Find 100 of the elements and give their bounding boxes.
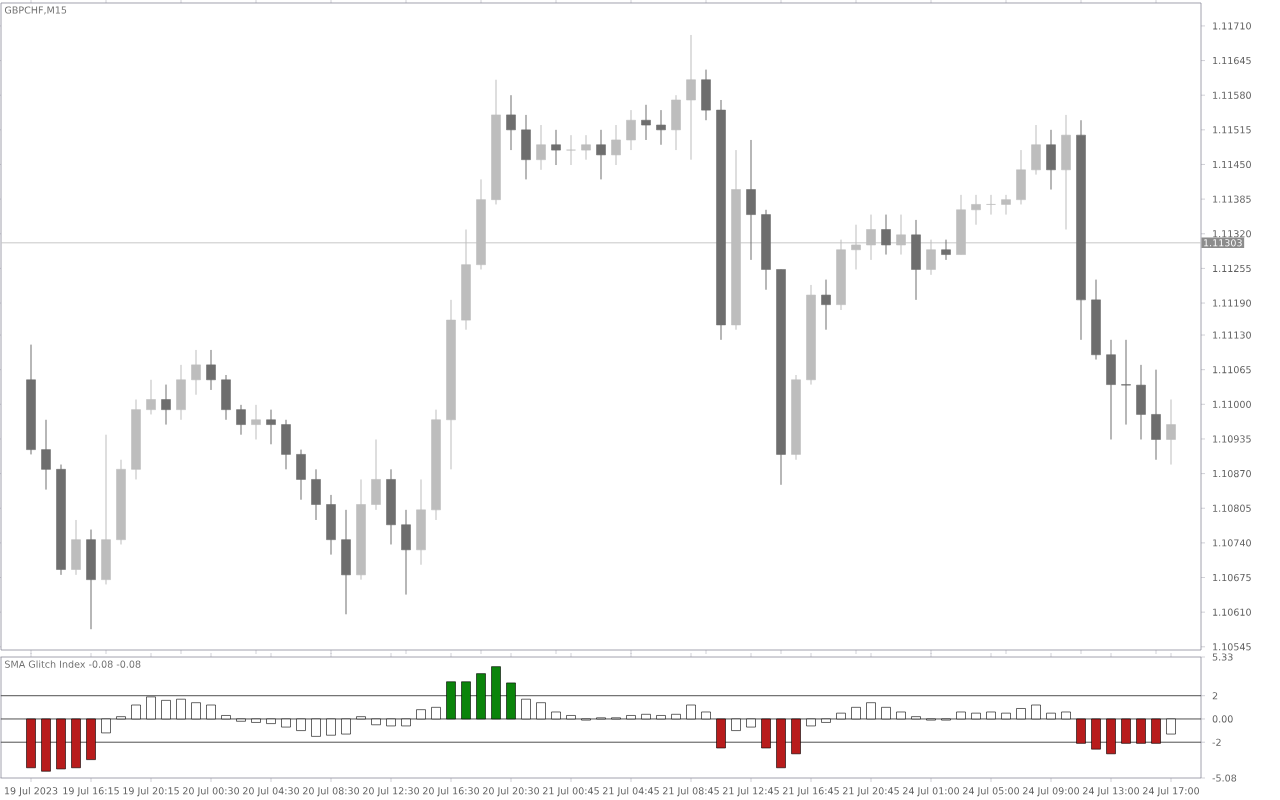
bar <box>1151 718 1161 744</box>
candlestick <box>191 349 201 396</box>
bar <box>1031 704 1041 720</box>
y-tick-label: 1.10610 <box>1213 608 1251 616</box>
candlestick <box>146 379 156 415</box>
candlestick <box>881 214 891 256</box>
candlestick <box>686 34 696 161</box>
candlestick <box>536 124 546 171</box>
bar <box>1121 718 1131 744</box>
y-tick-label: -5.08 <box>1212 774 1237 782</box>
bar <box>41 718 51 772</box>
bar <box>161 700 171 720</box>
bar <box>311 718 321 737</box>
bar <box>776 718 786 769</box>
x-tick-label: 21 Jul 20:45 <box>843 787 899 797</box>
candlestick <box>236 404 246 436</box>
y-tick-label: 2 <box>1212 692 1218 700</box>
bar <box>416 709 426 720</box>
x-tick-label: 20 Jul 16:30 <box>423 787 480 797</box>
bar <box>971 712 981 720</box>
bar <box>146 696 156 720</box>
candlestick <box>821 279 831 331</box>
bar <box>866 702 876 720</box>
x-tick-label: 20 Jul 20:30 <box>483 787 540 797</box>
bar <box>131 704 141 720</box>
x-tick-label: 21 Jul 00:45 <box>543 787 599 797</box>
y-tick-label: 1.11645 <box>1213 56 1251 65</box>
candlestick <box>206 349 216 391</box>
bar <box>191 702 201 720</box>
bar <box>566 715 576 720</box>
bar <box>686 704 696 720</box>
x-tick-label: 20 Jul 00:30 <box>183 787 240 797</box>
bar <box>26 718 36 769</box>
bar <box>296 718 306 731</box>
bar <box>1001 712 1011 720</box>
x-tick-label: 21 Jul 16:45 <box>783 787 839 797</box>
x-tick-label: 19 Jul 2023 <box>5 787 58 797</box>
candlestick <box>611 124 621 166</box>
y-tick-label: 1.10675 <box>1213 573 1251 582</box>
bar <box>446 681 456 720</box>
y-tick-label: 1.10935 <box>1213 435 1251 443</box>
bar <box>506 682 516 720</box>
candlestick <box>251 404 261 440</box>
candlestick <box>1166 399 1176 466</box>
bar <box>671 714 681 720</box>
bar <box>791 718 801 755</box>
x-tick-label: 24 Jul 01:00 <box>903 787 960 797</box>
y-tick-label: 1.11255 <box>1213 264 1251 273</box>
bar <box>206 704 216 720</box>
candlestick <box>1001 194 1011 216</box>
bar <box>746 718 756 728</box>
y-tick-label: -2 <box>1212 738 1221 746</box>
bar <box>1016 708 1026 720</box>
bar <box>86 718 96 760</box>
candlestick <box>506 94 516 151</box>
y-tick-label: 1.11190 <box>1213 299 1251 307</box>
bar <box>656 715 666 720</box>
bar <box>1061 711 1071 720</box>
y-tick-label: 1.10545 <box>1213 643 1251 651</box>
bar <box>701 711 711 720</box>
bar <box>551 711 561 720</box>
bar <box>401 718 411 727</box>
x-tick-label: 21 Jul 08:45 <box>663 787 719 797</box>
y-tick-label: 5.33 <box>1212 653 1233 661</box>
bar <box>176 698 186 720</box>
bar <box>821 718 831 723</box>
candlestick <box>266 409 276 445</box>
bar <box>1091 718 1101 750</box>
y-tick-label: 1.10870 <box>1213 469 1251 478</box>
bar <box>341 718 351 735</box>
bar <box>281 718 291 728</box>
bar <box>956 711 966 720</box>
bar <box>641 714 651 720</box>
x-tick-label: 19 Jul 20:15 <box>123 787 179 797</box>
bar <box>536 702 546 720</box>
y-tick-label: 1.11385 <box>1213 195 1251 203</box>
bar <box>1166 718 1176 735</box>
y-tick-label: 1.11580 <box>1213 91 1251 99</box>
bar <box>491 666 501 720</box>
candlestick <box>41 419 51 491</box>
y-tick-label: 1.11065 <box>1213 366 1251 374</box>
bar <box>521 698 531 720</box>
y-tick-label: 1.11000 <box>1213 400 1251 408</box>
bar <box>1106 718 1116 755</box>
x-tick-label: 21 Jul 04:45 <box>603 787 659 797</box>
x-tick-label: 24 Jul 13:00 <box>1083 787 1140 797</box>
chart-title: GBPCHF,M15 <box>4 6 67 15</box>
x-tick-label: 19 Jul 16:15 <box>63 787 119 797</box>
candlestick <box>626 109 636 151</box>
x-tick-label: 20 Jul 08:30 <box>303 787 360 797</box>
x-tick-label: 20 Jul 12:30 <box>363 787 420 797</box>
bar <box>806 718 816 727</box>
y-tick-label: 1.11710 <box>1213 22 1251 30</box>
y-tick-label: 0.00 <box>1212 715 1233 723</box>
bar <box>266 718 276 724</box>
x-tick-label: 20 Jul 04:30 <box>243 787 300 797</box>
candlestick <box>941 239 951 261</box>
candlestick <box>161 384 171 426</box>
bar <box>236 718 246 722</box>
x-tick-label: 24 Jul 05:00 <box>963 787 1020 797</box>
